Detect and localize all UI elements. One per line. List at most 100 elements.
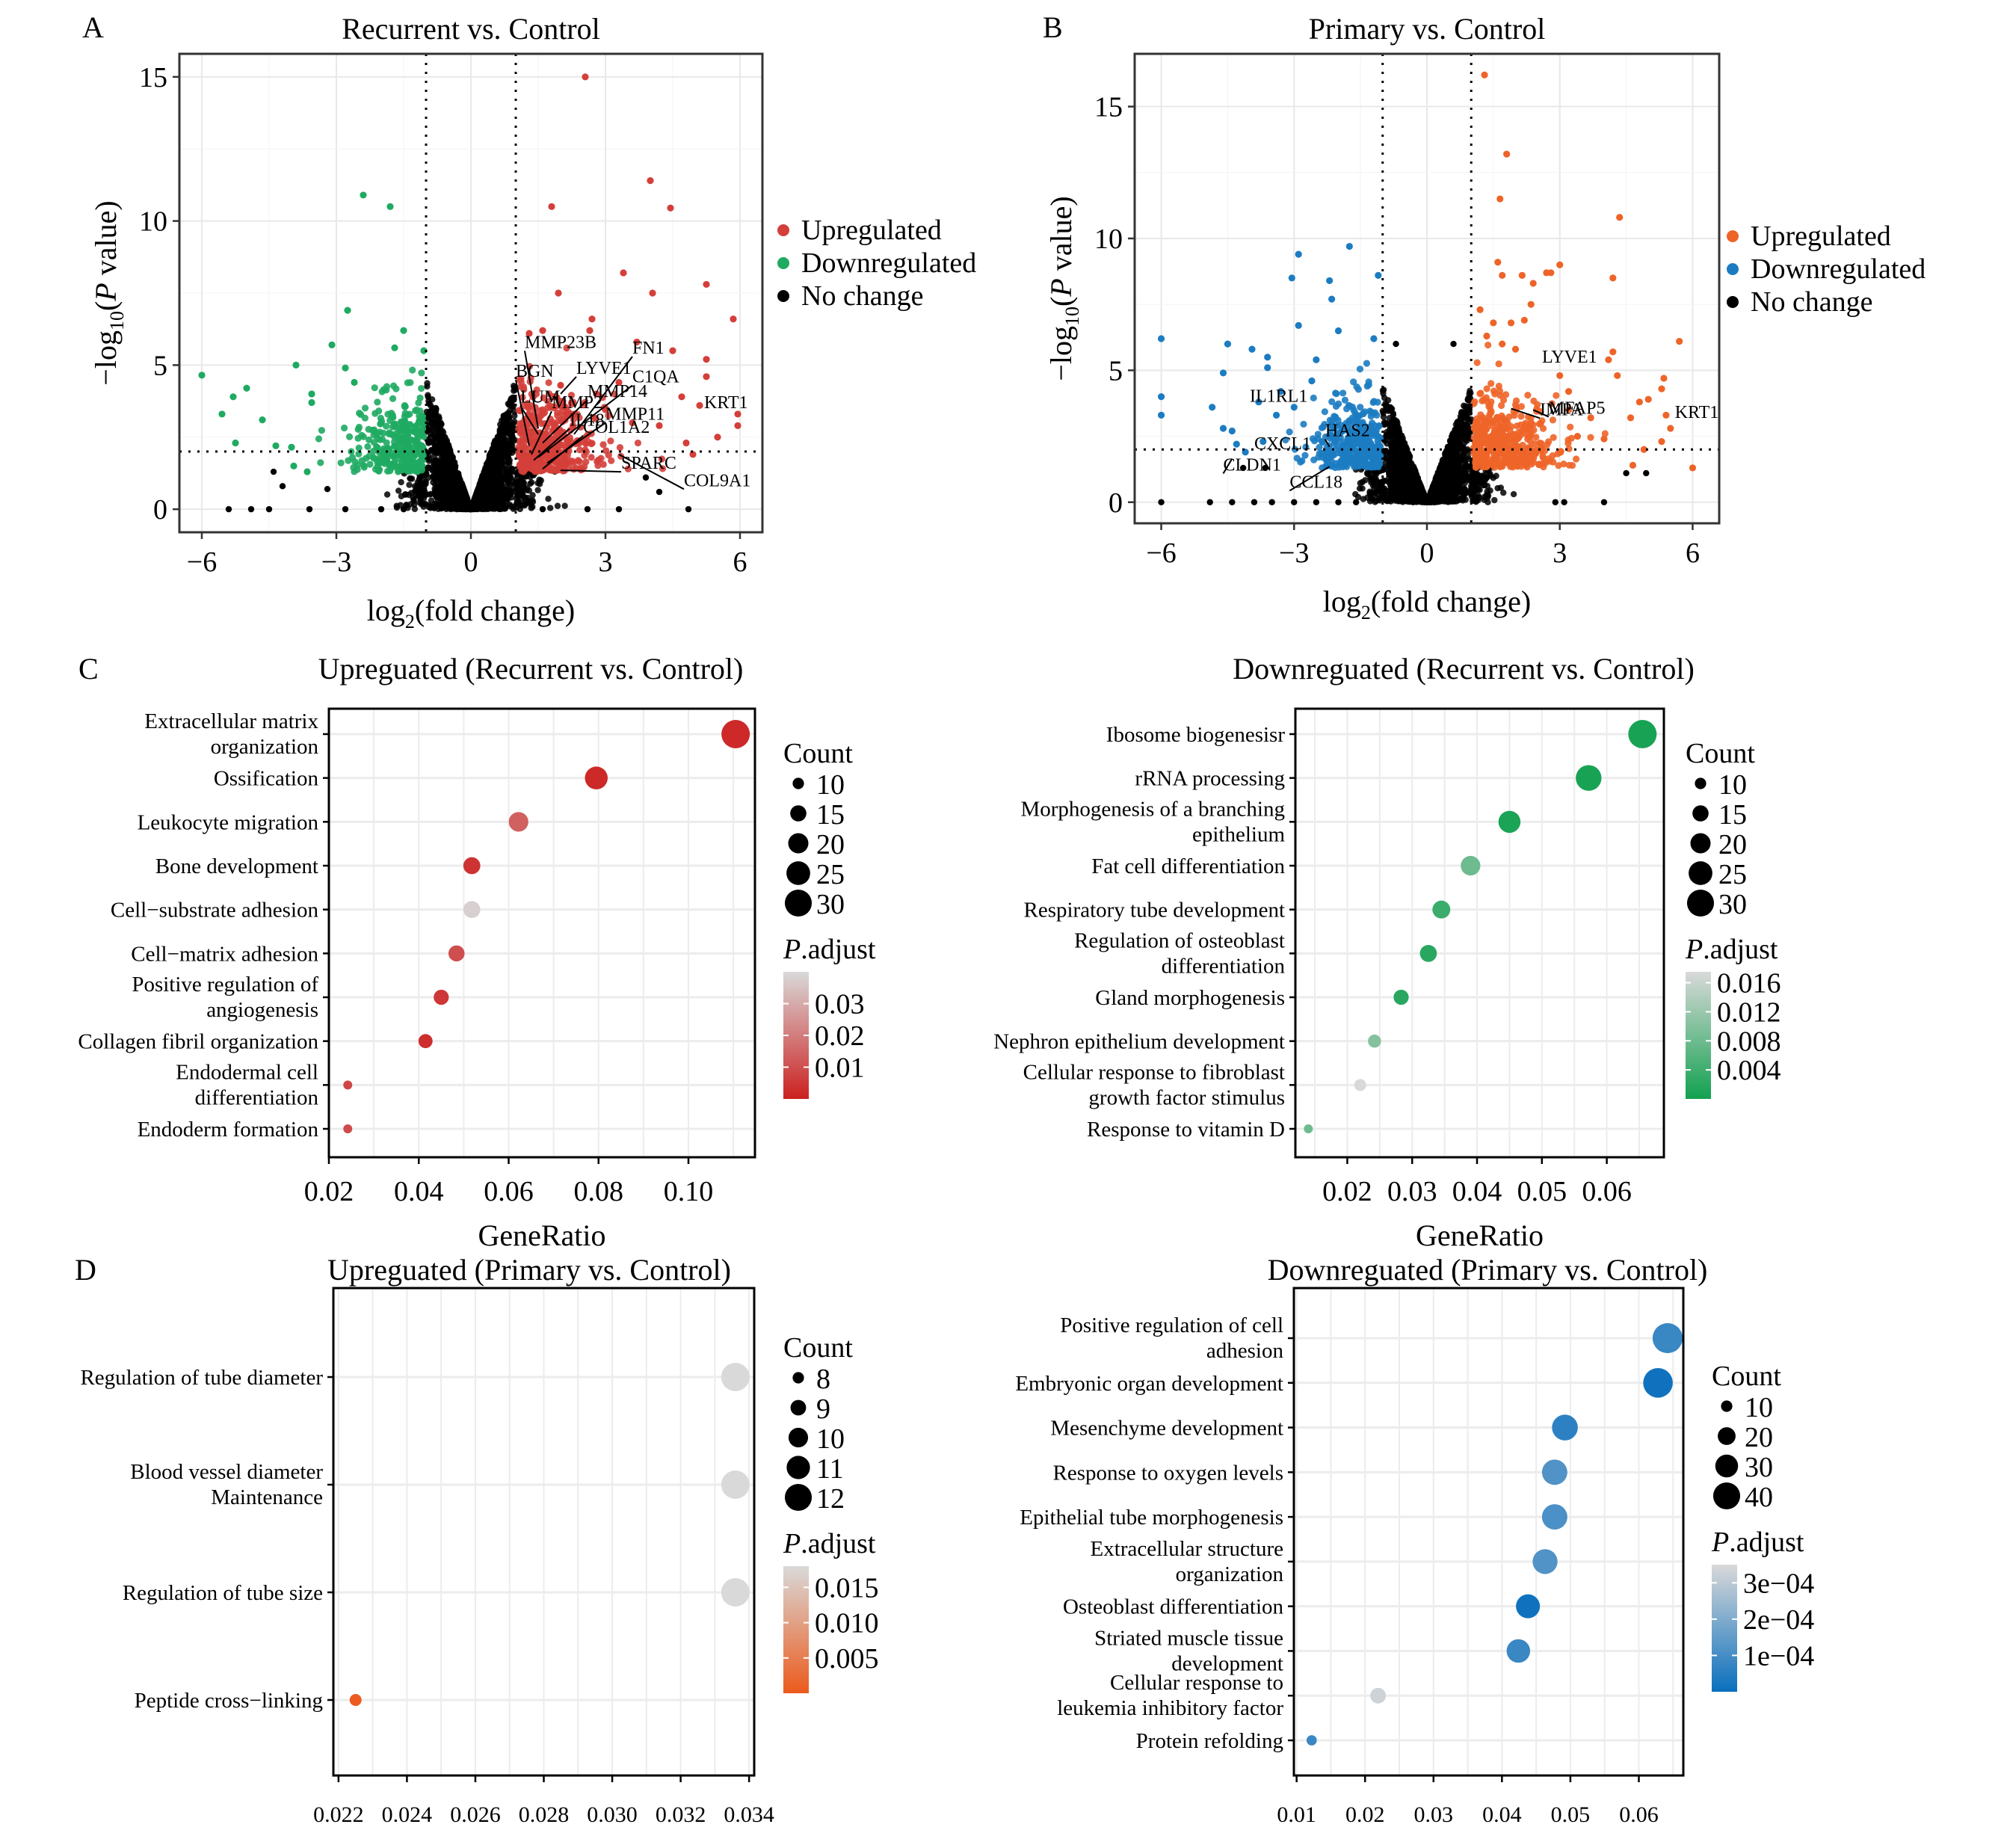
point-upregulated <box>696 401 703 409</box>
point-no-change <box>436 434 443 441</box>
x-tick-label: 3 <box>599 546 613 578</box>
point-no-change <box>448 453 456 460</box>
legend-marker <box>777 224 789 236</box>
point-downregulated <box>315 435 323 443</box>
point-no-change <box>516 484 522 490</box>
point-upregulated <box>734 422 741 429</box>
point-downregulated <box>303 468 311 475</box>
panel-letter: A <box>82 10 104 44</box>
point-no-change <box>482 498 490 505</box>
point-no-change <box>414 478 421 486</box>
point-downregulated <box>290 462 297 469</box>
point-no-change <box>486 454 493 461</box>
point-no-change <box>407 475 413 482</box>
point-downregulated <box>375 459 383 466</box>
point-upregulated <box>539 406 546 413</box>
point-no-change <box>410 497 417 505</box>
point-no-change <box>458 501 465 508</box>
point-downregulated <box>409 366 416 374</box>
point-downregulated <box>317 459 324 466</box>
point-downregulated <box>229 393 237 401</box>
y-tick-label: 5 <box>153 350 167 381</box>
point-no-change <box>431 475 437 482</box>
point-downregulated <box>389 411 396 419</box>
point-no-change <box>265 505 273 513</box>
point-no-change <box>444 472 451 479</box>
point-downregulated <box>418 466 425 474</box>
point-no-change <box>496 451 502 458</box>
point-no-change <box>519 477 526 484</box>
point-downregulated <box>337 459 345 466</box>
point-upregulated <box>608 457 615 464</box>
gene-label: BGN <box>516 362 554 381</box>
point-downregulated <box>375 407 383 415</box>
point-upregulated <box>649 289 656 297</box>
point-upregulated <box>548 203 555 210</box>
point-downregulated <box>308 398 315 407</box>
x-tick-label: 0 <box>464 546 478 578</box>
point-upregulated <box>682 439 690 447</box>
point-downregulated <box>342 364 349 372</box>
point-no-change <box>413 487 420 494</box>
point-downregulated <box>360 191 367 199</box>
point-upregulated <box>669 347 676 354</box>
point-downregulated <box>396 451 404 459</box>
point-downregulated <box>418 369 425 377</box>
y-axis-label-part: P <box>89 283 123 301</box>
point-no-change <box>508 432 516 439</box>
point-downregulated <box>318 427 326 434</box>
point-upregulated <box>582 440 590 448</box>
point-no-change <box>493 437 500 443</box>
y-axis-label: −log10(P value) <box>89 200 128 385</box>
point-downregulated <box>355 450 363 458</box>
point-no-change <box>395 487 402 494</box>
point-downregulated <box>416 412 423 420</box>
x-axis-label: log2(fold change) <box>367 594 575 632</box>
point-upregulated <box>588 315 596 323</box>
point-downregulated <box>401 403 409 410</box>
point-upregulated <box>549 419 557 426</box>
point-no-change <box>505 412 512 419</box>
point-downregulated <box>398 436 407 444</box>
x-axis-label-subscript: 2 <box>405 611 415 632</box>
point-upregulated <box>558 461 565 469</box>
point-no-change <box>522 497 528 504</box>
point-downregulated <box>355 423 363 431</box>
point-upregulated <box>667 204 674 212</box>
point-no-change <box>489 469 496 477</box>
point-downregulated <box>374 398 381 406</box>
point-no-change <box>1491 496 1498 504</box>
point-no-change <box>528 479 535 486</box>
point-upregulated <box>522 466 529 473</box>
point-no-change <box>441 447 448 454</box>
point-no-change <box>402 490 409 498</box>
point-upregulated <box>714 434 721 441</box>
point-upregulated <box>703 373 710 381</box>
point-downregulated <box>404 443 412 452</box>
point-downregulated <box>232 439 239 447</box>
point-downregulated <box>259 416 266 424</box>
point-no-change <box>454 473 460 481</box>
point-no-change <box>427 434 434 441</box>
point-no-change <box>685 505 692 513</box>
y-axis-label-part: −log <box>89 330 123 386</box>
point-downregulated <box>386 203 394 210</box>
point-no-change <box>393 502 400 509</box>
y-axis-label-part: 10 <box>106 311 128 330</box>
point-no-change <box>489 492 496 499</box>
point-upregulated <box>576 458 583 466</box>
point-downregulated <box>243 384 250 392</box>
point-downregulated <box>392 463 400 470</box>
point-downregulated <box>308 390 315 398</box>
point-no-change <box>461 492 468 499</box>
x-tick-label: −6 <box>187 546 217 578</box>
point-downregulated <box>345 433 354 440</box>
point-downregulated <box>413 439 420 446</box>
legend-label: Upregulated <box>801 215 942 246</box>
point-downregulated <box>198 372 206 379</box>
point-no-change <box>496 463 503 470</box>
point-no-change <box>537 477 545 484</box>
point-no-change <box>442 456 448 463</box>
point-upregulated <box>703 356 710 363</box>
